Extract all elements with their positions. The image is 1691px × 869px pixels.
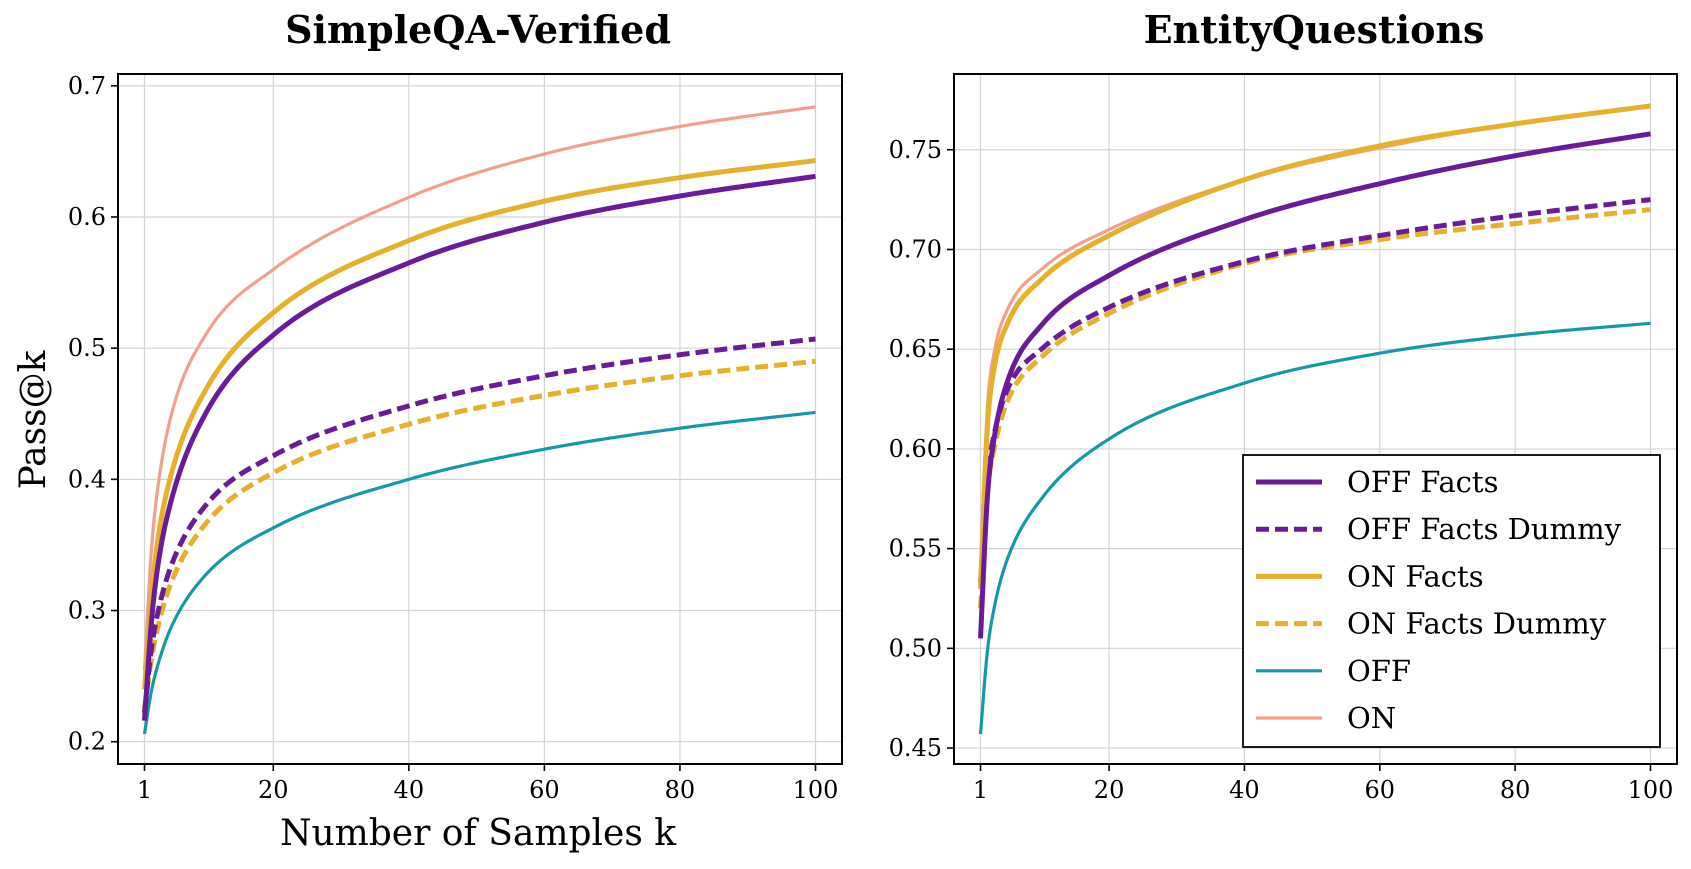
plot-frame-right bbox=[953, 73, 1678, 765]
x-axis-label: Number of Samples k bbox=[280, 813, 677, 854]
x-tick-label: 60 bbox=[1365, 776, 1396, 804]
y-tick-label: 0.5 bbox=[68, 334, 106, 362]
x-tick-label: 100 bbox=[793, 776, 839, 804]
series-line-on-facts bbox=[142, 158, 816, 691]
x-tick-label: 80 bbox=[1500, 776, 1531, 804]
y-tick-label: 0.65 bbox=[889, 335, 942, 363]
legend-label-on: ON bbox=[1347, 701, 1396, 735]
x-tick-label: 100 bbox=[1628, 776, 1674, 804]
x-tick-label: 20 bbox=[258, 776, 289, 804]
legend: OFF Facts OFF Facts Dummy ON Facts ON Facts… bbox=[1242, 454, 1661, 748]
x-tick-label: 40 bbox=[1229, 776, 1260, 804]
series-right bbox=[978, 103, 1651, 735]
grid-left bbox=[118, 74, 842, 764]
y-tick-label: 0.4 bbox=[68, 465, 106, 493]
y-axis-label: Pass@k bbox=[13, 349, 54, 489]
chart-title-right: EntityQuestions bbox=[1144, 7, 1485, 52]
x-tick-label: 20 bbox=[1094, 776, 1125, 804]
legend-box bbox=[1242, 454, 1661, 748]
x-ticks-right: 1 20 40 60 80 100 bbox=[973, 764, 1674, 804]
panel-simpleqa-verified: 1 20 40 60 80 100 0.2 0.3 0.4 0.5 0.6 0.7 SimpleQA… bbox=[13, 7, 843, 854]
y-tick-label: 0.50 bbox=[889, 634, 942, 662]
series-left bbox=[142, 105, 816, 735]
x-tick-label: 60 bbox=[529, 776, 560, 804]
series-line-off-facts-dummy bbox=[142, 336, 816, 715]
series-line-on-facts-dummy bbox=[142, 358, 816, 711]
legend-label-on-facts-dummy: ON Facts Dummy bbox=[1347, 607, 1607, 641]
y-tick-label: 0.75 bbox=[889, 136, 942, 164]
legend-label-off-facts: OFF Facts bbox=[1347, 465, 1498, 499]
y-tick-label: 0.6 bbox=[68, 203, 106, 231]
series-line-off bbox=[142, 410, 816, 735]
y-tick-label: 0.2 bbox=[68, 728, 106, 756]
x-axis-label-text: Number of Samples k bbox=[280, 813, 677, 854]
legend-entries: OFF Facts OFF Facts Dummy ON Facts ON Facts… bbox=[1256, 465, 1622, 735]
x-ticks-left: 1 20 40 60 80 100 bbox=[137, 764, 839, 804]
y-tick-label: 0.7 bbox=[68, 72, 106, 100]
y-ticks-right: 0.45 0.50 0.55 0.60 0.65 0.70 0.75 bbox=[889, 136, 954, 762]
x-tick-label: 1 bbox=[137, 776, 152, 804]
series-line-off bbox=[978, 321, 1651, 735]
series-line-off-facts-dummy bbox=[978, 197, 1651, 584]
series-line-off-facts bbox=[978, 131, 1651, 639]
y-tick-label: 0.60 bbox=[889, 435, 942, 463]
y-tick-label: 0.45 bbox=[889, 734, 942, 762]
series-line-on-facts bbox=[978, 103, 1651, 589]
series-line-on-facts-dummy bbox=[978, 207, 1651, 610]
y-tick-label: 0.3 bbox=[68, 597, 106, 625]
legend-label-off-facts-dummy: OFF Facts Dummy bbox=[1347, 512, 1622, 546]
series-line-on bbox=[142, 105, 816, 670]
chart-title-left: SimpleQA-Verified bbox=[285, 7, 671, 52]
y-ticks-left: 0.2 0.3 0.4 0.5 0.6 0.7 bbox=[68, 72, 118, 756]
series-line-off-facts bbox=[142, 173, 816, 722]
x-tick-label: 80 bbox=[665, 776, 696, 804]
plot-frame-left bbox=[117, 73, 843, 765]
x-tick-label: 40 bbox=[394, 776, 425, 804]
panel-entityquestions: 1 20 40 60 80 100 0.45 0.50 0.55 0.60 0.65 0.70 0.7… bbox=[889, 7, 1678, 804]
legend-label-on-facts: ON Facts bbox=[1347, 559, 1484, 593]
y-tick-label: 0.55 bbox=[889, 535, 942, 563]
y-tick-label: 0.70 bbox=[889, 235, 942, 263]
x-tick-label: 1 bbox=[973, 776, 988, 804]
legend-label-off: OFF bbox=[1347, 654, 1411, 688]
